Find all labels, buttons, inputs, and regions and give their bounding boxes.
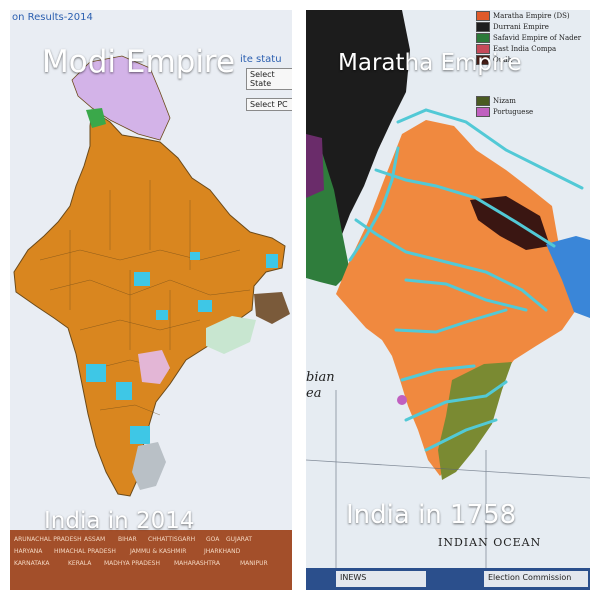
india-1758-map — [306, 10, 590, 570]
legend-item: Durrani Empire — [476, 21, 590, 32]
legend-label: Safavid Empire of Nader — [493, 33, 582, 42]
legend-swatch — [476, 95, 490, 106]
right-map-photo: Maratha Empire (DS) Durrani Empire Safav… — [306, 10, 590, 590]
legend-swatch — [476, 32, 490, 43]
arabian-sea-label: bian ea — [306, 370, 335, 401]
pink-region — [138, 350, 170, 384]
state-label: MANIPUR — [240, 560, 268, 567]
brown-east-region — [254, 292, 290, 324]
india-2014-caption: India in 2014 — [44, 508, 195, 534]
state-label: JHARKHAND — [204, 548, 241, 555]
state-label: MAHARASHTRA — [174, 560, 220, 567]
state-label: KERALA — [68, 560, 92, 567]
india-1758-caption: India in 1758 — [346, 500, 517, 530]
portuguese-region — [397, 395, 407, 405]
state-label: ASSAM — [84, 536, 106, 543]
modi-empire-title: Modi Empire — [42, 44, 236, 80]
election-commission-taskbar-item[interactable]: Election Commission — [484, 571, 588, 587]
cyan-regions — [86, 252, 278, 444]
map-legend: Maratha Empire (DS) Durrani Empire Safav… — [476, 10, 590, 117]
maratha-empire-title: Maratha Empire — [338, 50, 522, 76]
indian-ocean-label: INDIAN OCEAN — [438, 536, 542, 549]
grey-south-region — [132, 442, 166, 490]
green-north-region — [86, 108, 106, 128]
legend-item: Oudh — [476, 54, 590, 65]
select-state-dropdown[interactable]: Select State — [246, 68, 292, 90]
india-2014-map — [13, 55, 290, 497]
status-label: ite statu — [240, 54, 282, 65]
legend-swatch — [476, 43, 490, 54]
state-label: GUJARAT — [226, 536, 253, 543]
legend-label: Durrani Empire — [493, 22, 549, 31]
taskbar: INEWS Election Commission — [306, 568, 590, 590]
left-map-photo: on Results-2014 ite statu Select State S… — [10, 10, 292, 590]
state-label: CHHATTISGARH — [148, 536, 196, 543]
jammu-kashmir-region — [71, 55, 171, 141]
state-label: JAMMU & KASHMIR — [130, 548, 187, 555]
legend-label: Portuguese — [493, 107, 534, 116]
legend-label: East India Compa — [493, 44, 557, 53]
legend-label: Maratha Empire (DS) — [493, 11, 570, 20]
legend-item: Maratha Empire (DS) — [476, 10, 590, 21]
legend-label: Nizam — [493, 96, 516, 105]
legend-item: Nizam — [476, 95, 590, 106]
results-heading: on Results-2014 — [12, 12, 93, 23]
legend-swatch — [476, 106, 490, 117]
purple-region — [306, 134, 324, 198]
legend-swatch — [476, 54, 490, 65]
legend-label: Oudh — [493, 55, 513, 64]
legend-item: Safavid Empire of Nader — [476, 32, 590, 43]
state-label: HARYANA — [14, 548, 43, 555]
select-pc-dropdown[interactable]: Select PC — [246, 98, 292, 111]
blue-region — [546, 236, 590, 318]
legend-swatch — [476, 10, 490, 21]
state-label: GOA — [206, 536, 220, 543]
green-east-region — [206, 316, 256, 354]
river-lines — [348, 108, 584, 452]
inews-taskbar-item[interactable]: INEWS — [336, 571, 426, 587]
legend-item: East India Compa — [476, 43, 590, 54]
map-grid — [306, 390, 590, 570]
legend-item: Portuguese — [476, 106, 590, 117]
state-label: MADHYA PRADESH — [104, 560, 161, 567]
state-label: ARUNACHAL PRADESH — [14, 536, 82, 543]
state-label: KARNATAKA — [14, 560, 50, 567]
legend-swatch — [476, 21, 490, 32]
state-list-bar: ARUNACHAL PRADESH ASSAM BIHAR CHHATTISGA… — [10, 530, 292, 590]
district-borders — [39, 180, 251, 416]
oudh-region — [470, 196, 550, 250]
state-label: BIHAR — [118, 536, 137, 543]
state-label: HIMACHAL PRADESH — [54, 548, 116, 555]
